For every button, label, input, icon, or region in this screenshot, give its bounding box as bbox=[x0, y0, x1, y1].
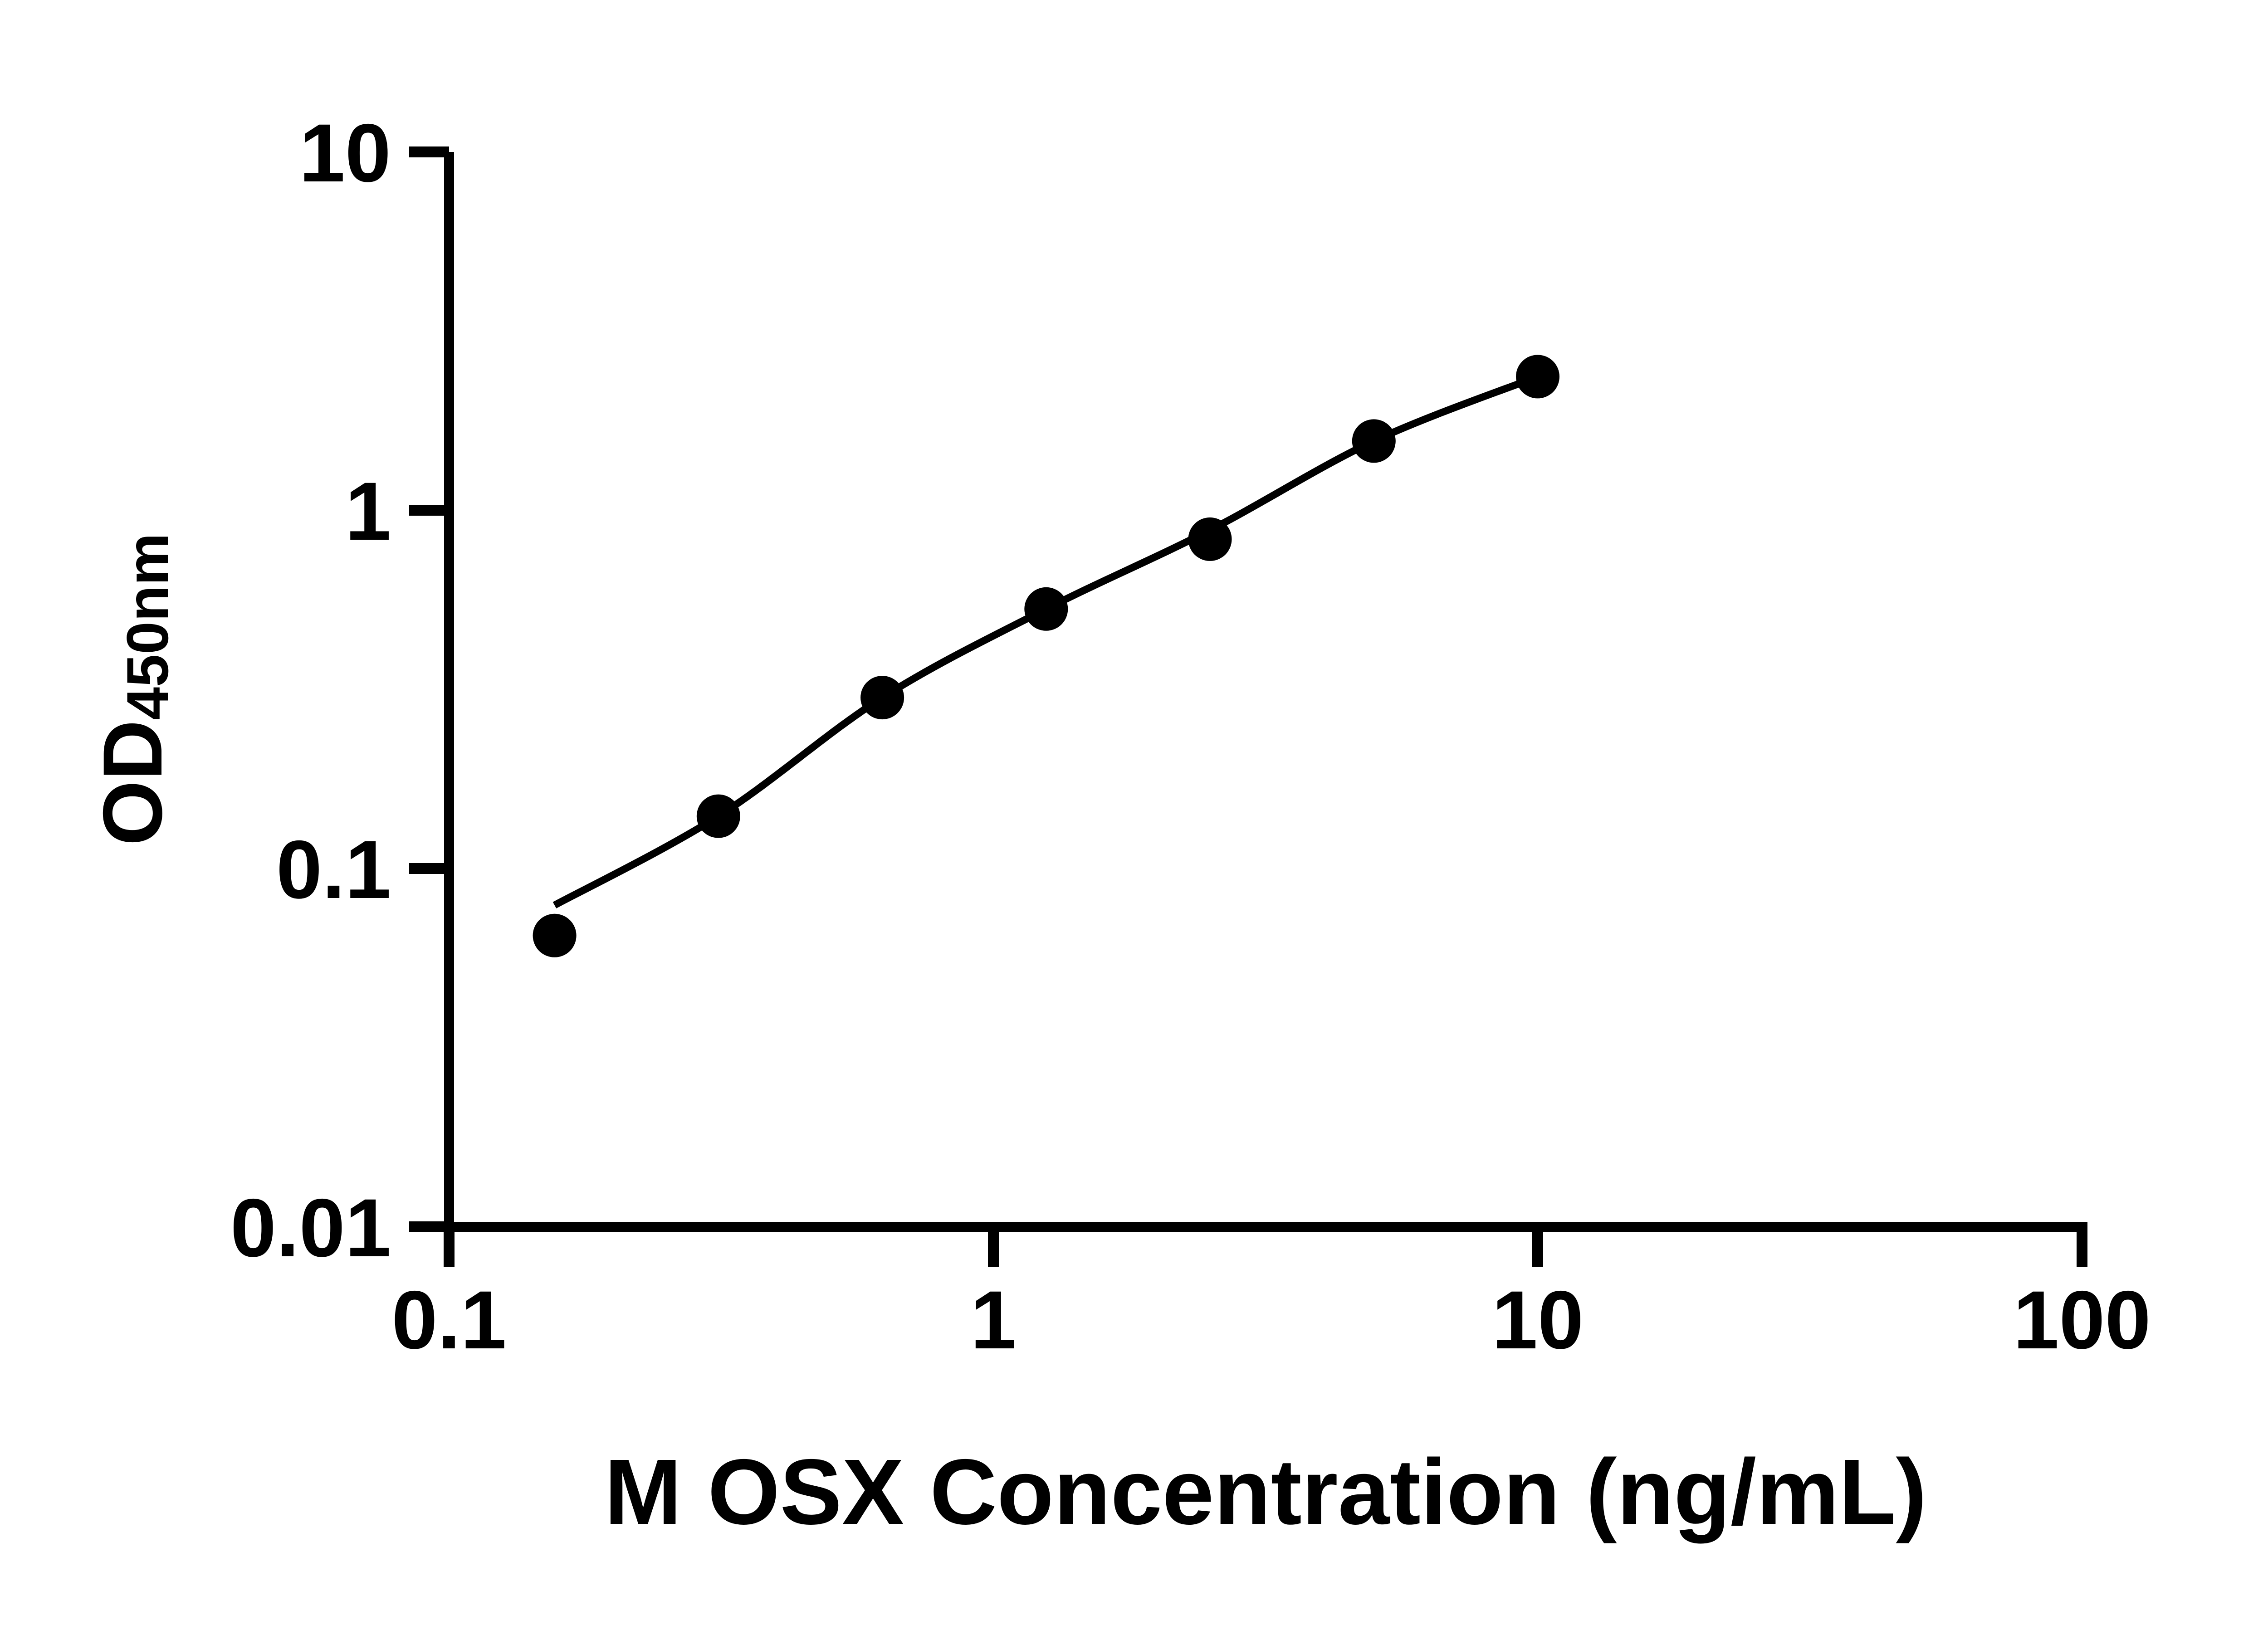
y-axis-title-main: OD bbox=[86, 720, 180, 846]
x-tick-label: 1 bbox=[970, 1274, 1016, 1366]
y-axis-title-subscript: 450nm bbox=[114, 533, 181, 720]
x-axis-title: M OSX Concentration (ng/mL) bbox=[604, 1440, 1926, 1544]
y-axis-title: OD450nm bbox=[86, 533, 181, 845]
data-point bbox=[1024, 587, 1068, 631]
x-tick-label: 100 bbox=[2013, 1274, 2151, 1366]
data-point bbox=[1516, 355, 1559, 399]
data-point bbox=[1352, 419, 1396, 463]
y-tick-label: 0.01 bbox=[230, 1181, 391, 1274]
data-point bbox=[696, 794, 740, 838]
data-point bbox=[1188, 517, 1232, 561]
x-tick-label: 10 bbox=[1492, 1274, 1584, 1366]
y-tick-label: 1 bbox=[345, 465, 391, 557]
data-point bbox=[860, 676, 904, 720]
y-tick-label: 10 bbox=[299, 107, 391, 199]
x-tick-label: 0.1 bbox=[391, 1274, 506, 1366]
data-point bbox=[533, 913, 577, 957]
y-tick-label: 0.1 bbox=[276, 823, 391, 916]
